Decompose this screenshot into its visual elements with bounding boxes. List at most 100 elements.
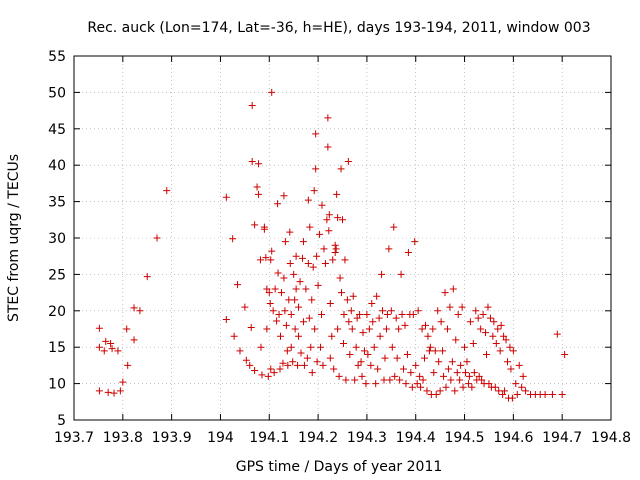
data-point bbox=[349, 292, 357, 300]
data-point bbox=[403, 350, 411, 358]
data-point bbox=[519, 372, 527, 380]
data-point bbox=[372, 380, 380, 388]
data-point bbox=[436, 387, 444, 395]
data-point bbox=[363, 310, 371, 318]
data-point bbox=[475, 372, 483, 380]
data-point bbox=[276, 365, 284, 373]
x-tick-label: 194.4 bbox=[396, 430, 436, 446]
data-point bbox=[255, 160, 263, 168]
data-point bbox=[453, 369, 461, 377]
data-point bbox=[339, 216, 346, 224]
x-tick-label: 193.8 bbox=[103, 430, 143, 446]
data-point bbox=[474, 314, 482, 322]
data-point bbox=[251, 221, 259, 229]
data-point bbox=[281, 307, 289, 315]
data-point bbox=[348, 325, 356, 333]
data-point bbox=[365, 325, 373, 333]
data-point bbox=[444, 365, 452, 373]
x-tick-label: 194.3 bbox=[347, 430, 387, 446]
data-point bbox=[314, 281, 322, 289]
chart-title: Rec. auck (Lon=174, Lat=-36, h=HE), days… bbox=[87, 20, 590, 36]
data-point bbox=[330, 365, 338, 373]
data-point bbox=[463, 358, 471, 366]
data-point bbox=[346, 350, 354, 358]
x-axis-label: GPS time / Days of year 2011 bbox=[236, 459, 443, 475]
data-point bbox=[333, 190, 341, 198]
data-point bbox=[501, 387, 509, 395]
data-point bbox=[412, 361, 420, 369]
data-point bbox=[388, 343, 396, 351]
data-point bbox=[300, 361, 308, 369]
data-point bbox=[479, 310, 487, 318]
data-point bbox=[335, 372, 343, 380]
data-point bbox=[107, 340, 115, 348]
data-point bbox=[277, 289, 285, 297]
data-point bbox=[477, 325, 485, 333]
data-point bbox=[234, 281, 242, 289]
data-point bbox=[242, 356, 250, 364]
data-point bbox=[95, 387, 103, 395]
data-point bbox=[283, 347, 291, 355]
data-point bbox=[304, 259, 312, 267]
data-point bbox=[382, 325, 390, 333]
data-point bbox=[318, 310, 326, 318]
data-point bbox=[387, 307, 395, 315]
data-point bbox=[334, 325, 342, 333]
data-point bbox=[325, 227, 333, 235]
data-point bbox=[311, 325, 319, 333]
data-point bbox=[304, 196, 312, 204]
data-point bbox=[264, 372, 272, 380]
data-point bbox=[395, 325, 403, 333]
data-point bbox=[253, 183, 261, 191]
data-point bbox=[287, 343, 295, 351]
data-point bbox=[452, 336, 460, 344]
data-point bbox=[518, 383, 526, 391]
x-tick-label: 194.7 bbox=[542, 430, 582, 446]
data-point bbox=[423, 387, 431, 395]
data-point bbox=[404, 249, 412, 257]
data-point bbox=[400, 365, 408, 373]
data-point bbox=[391, 372, 399, 380]
data-point bbox=[307, 343, 315, 351]
data-point bbox=[324, 114, 332, 122]
data-point bbox=[490, 318, 498, 326]
data-point bbox=[561, 350, 569, 358]
x-axis-ticks: 193.7 193.8 193.9 194 194.1 194.2 194.3 194.4 19… bbox=[54, 56, 631, 446]
data-point bbox=[297, 349, 305, 357]
data-point bbox=[312, 130, 320, 138]
data-point bbox=[143, 273, 151, 281]
data-point bbox=[332, 245, 340, 253]
data-point bbox=[469, 340, 477, 348]
data-point bbox=[379, 307, 387, 315]
data-point bbox=[470, 369, 478, 377]
data-point bbox=[497, 321, 505, 329]
data-point bbox=[485, 380, 493, 388]
data-point bbox=[95, 343, 103, 351]
data-point bbox=[267, 256, 275, 264]
data-point bbox=[260, 225, 268, 233]
data-point bbox=[367, 361, 375, 369]
data-point bbox=[347, 307, 355, 315]
data-point bbox=[110, 389, 118, 397]
data-point bbox=[378, 270, 386, 278]
data-point bbox=[472, 307, 480, 315]
data-point bbox=[385, 245, 393, 253]
data-point bbox=[416, 372, 424, 380]
data-point bbox=[104, 388, 112, 396]
data-point bbox=[340, 310, 348, 318]
data-point bbox=[271, 285, 279, 293]
data-point bbox=[274, 200, 282, 208]
data-point bbox=[229, 235, 237, 243]
data-point bbox=[392, 314, 400, 322]
data-point bbox=[548, 391, 556, 399]
data-point bbox=[163, 187, 171, 195]
data-point bbox=[343, 296, 351, 304]
data-point bbox=[356, 310, 364, 318]
data-point bbox=[334, 214, 342, 222]
x-tick-label: 194.5 bbox=[444, 430, 484, 446]
data-point bbox=[299, 318, 307, 326]
data-point bbox=[397, 270, 405, 278]
data-point bbox=[344, 158, 352, 166]
data-point bbox=[421, 354, 429, 362]
y-axis-label: STEC from uqrg / TECUs bbox=[6, 154, 22, 322]
